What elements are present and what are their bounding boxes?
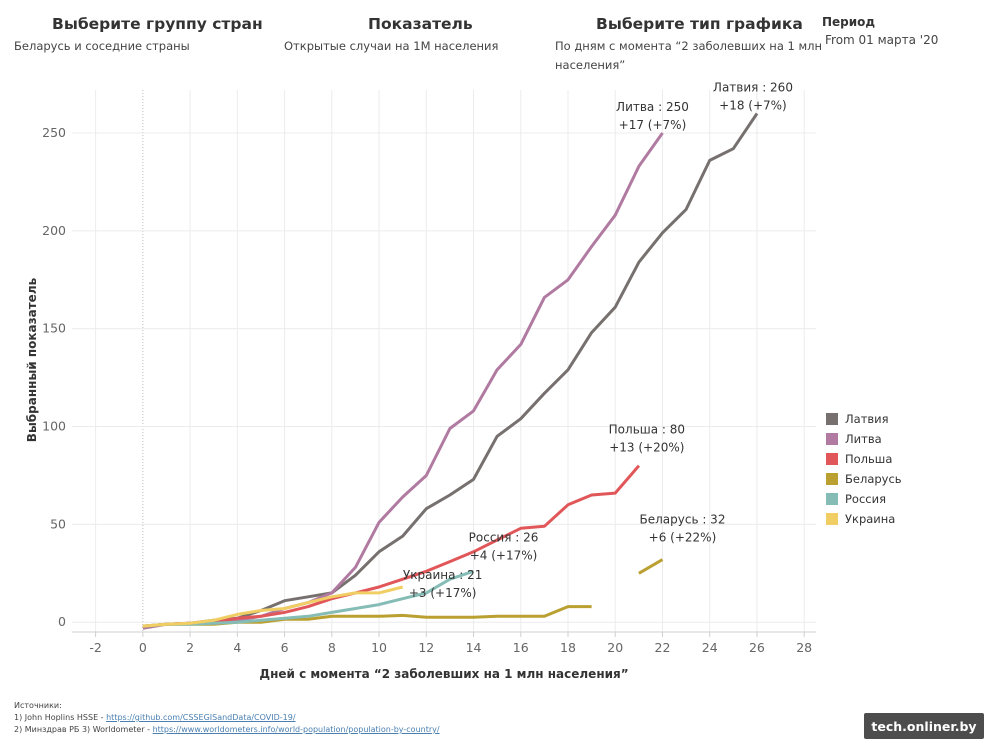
source-2-text: 2) Минздрав РБ 3) Worldometer -: [14, 725, 153, 734]
legend-swatch: [826, 453, 838, 465]
watermark-logo: tech.onliner.by: [864, 713, 984, 739]
x-tick-label: 26: [749, 640, 765, 655]
y-tick-label: 0: [58, 614, 66, 629]
series-end-label: Россия : 26: [469, 530, 539, 544]
charttype-selector-title: Выберите тип графика: [596, 15, 803, 33]
y-tick-label: 100: [42, 419, 66, 434]
line-chart: -2 0 2 4 6 8 10 12 14 16 18 20 22 24 26 280501001502002…: [25, 80, 816, 681]
x-tick-label: 28: [796, 640, 812, 655]
x-tick-label: 12: [418, 640, 434, 655]
series-end-label: Беларусь : 32: [639, 513, 725, 527]
x-tick-label: 20: [607, 640, 623, 655]
x-tick-label: 24: [702, 640, 718, 655]
x-tick-label: 14: [466, 640, 482, 655]
y-tick-label: 200: [42, 223, 66, 238]
y-tick-label: 150: [42, 321, 66, 336]
legend-swatch: [826, 473, 838, 485]
legend-item[interactable]: Беларусь: [826, 469, 902, 489]
legend-item[interactable]: Польша: [826, 449, 902, 469]
series-end-label: Литва : 250: [616, 100, 689, 114]
series-end-delta: +18 (+7%): [719, 98, 787, 112]
series-end-label: Украина : 21: [403, 568, 482, 582]
group-selector-title: Выберите группу стран: [52, 15, 263, 33]
x-tick-label: 18: [560, 640, 576, 655]
series-end-label: Польша : 80: [609, 423, 685, 437]
source-line-1: 1) John Hoplins HSSE - https://github.co…: [14, 712, 440, 724]
series-line: [142, 112, 759, 630]
legend-label: Россия: [845, 492, 887, 506]
group-selector-value[interactable]: Беларусь и соседние страны: [14, 39, 190, 53]
series-end-label: Латвия : 260: [713, 80, 793, 94]
series-end-delta: +17 (+7%): [619, 118, 687, 132]
x-tick-label: 8: [328, 640, 336, 655]
charttype-value-line2: населения”: [555, 58, 626, 72]
source-2-link[interactable]: https://www.worldometers.info/world-popu…: [152, 725, 440, 734]
source-line-2: 2) Минздрав РБ 3) Worldometer - https://…: [14, 724, 440, 736]
legend-item[interactable]: Литва: [826, 429, 902, 449]
series-end-delta: +6 (+22%): [649, 531, 717, 545]
y-axis-title: Выбранный показатель: [25, 277, 39, 442]
source-1-link[interactable]: https://github.com/CSSEGISandData/COVID-…: [106, 713, 296, 722]
legend-label: Литва: [845, 432, 882, 446]
x-tick-label: 16: [513, 640, 529, 655]
x-tick-label: 4: [233, 640, 241, 655]
x-tick-label: 0: [139, 640, 147, 655]
charttype-selector-value[interactable]: По дням с момента “2 заболевших на 1 млн…: [555, 37, 822, 75]
legend-item[interactable]: Латвия: [826, 409, 902, 429]
legend-swatch: [826, 433, 838, 445]
sources-title: Источники:: [14, 701, 62, 710]
x-tick-label: 10: [371, 640, 387, 655]
x-tick-label: -2: [89, 640, 101, 655]
series-end-delta: +4 (+17%): [470, 548, 538, 562]
chart-legend: Латвия Литва Польша Беларусь Россия Украина: [826, 409, 902, 529]
legend-label: Украина: [845, 512, 896, 526]
x-tick-label: 22: [655, 640, 671, 655]
series-end-delta: +3 (+17%): [409, 586, 477, 600]
legend-swatch: [826, 493, 838, 505]
x-tick-label: 6: [281, 640, 289, 655]
series-line: [142, 585, 404, 628]
legend-label: Беларусь: [845, 472, 902, 486]
legend-swatch: [826, 413, 838, 425]
x-axis-title: Дней с момента “2 заболевших на 1 млн на…: [259, 667, 628, 681]
legend-item[interactable]: Украина: [826, 509, 902, 529]
metric-selector-value[interactable]: Открытые случаи на 1М населения: [284, 39, 499, 53]
y-tick-label: 250: [42, 125, 66, 140]
series-line: [142, 464, 641, 628]
series-line: [638, 558, 664, 575]
legend-label: Польша: [845, 452, 893, 466]
series-line: [142, 132, 664, 630]
x-tick-label: 2: [186, 640, 194, 655]
period-title: Период: [822, 15, 876, 29]
source-1-text: 1) John Hoplins HSSE -: [14, 713, 107, 722]
period-value[interactable]: From 01 марта '20: [825, 33, 939, 47]
metric-selector-title: Показатель: [368, 15, 473, 33]
y-tick-label: 50: [50, 516, 66, 531]
series-end-delta: +13 (+20%): [609, 441, 684, 455]
legend-swatch: [826, 513, 838, 525]
series-line: [142, 569, 474, 628]
legend-item[interactable]: Россия: [826, 489, 902, 509]
charttype-value-line1: По дням с момента “2 заболевших на 1 млн: [555, 39, 823, 53]
legend-label: Латвия: [845, 412, 889, 426]
sources-block: Источники: 1) John Hoplins HSSE - https:…: [14, 700, 440, 736]
